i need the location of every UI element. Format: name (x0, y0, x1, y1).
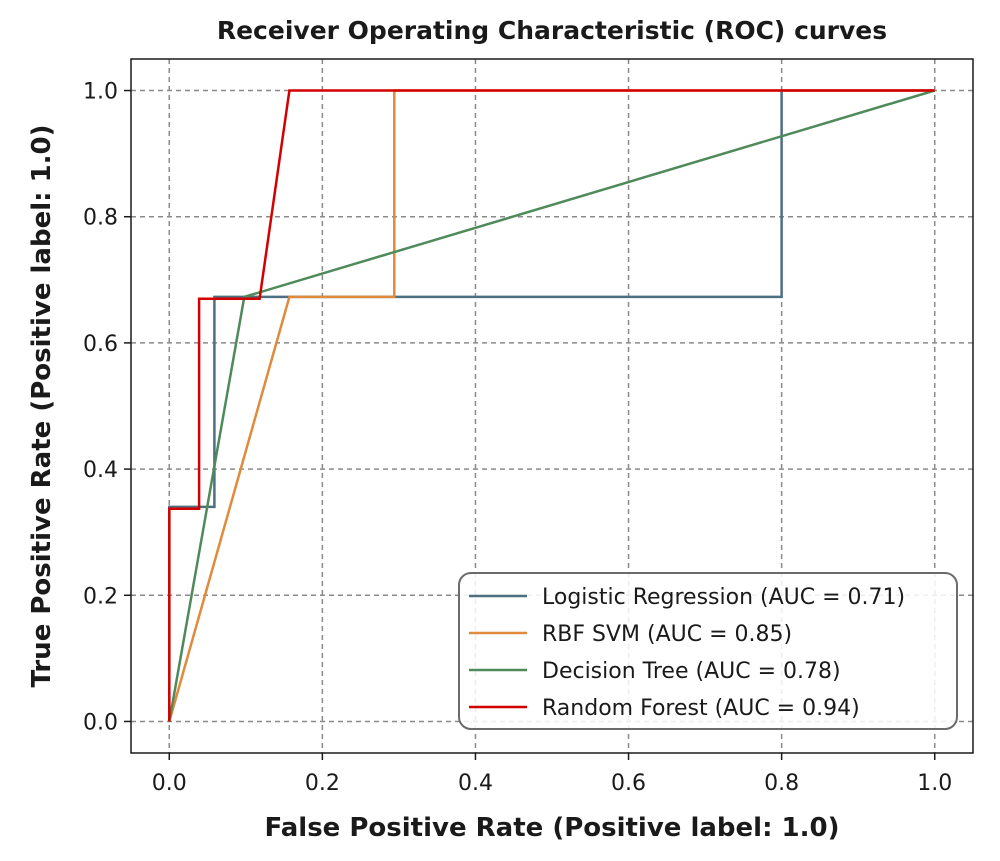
chart-title: Receiver Operating Characteristic (ROC) … (217, 16, 887, 45)
x-tick-label: 0.6 (611, 771, 646, 796)
x-tick-label: 0.0 (152, 771, 187, 796)
legend-label: Random Forest (AUC = 0.94) (542, 696, 860, 721)
x-axis-label: False Positive Rate (Positive label: 1.0… (265, 813, 840, 843)
x-tick-label: 1.0 (917, 771, 952, 796)
x-tick-label: 0.2 (305, 771, 340, 796)
y-tick-label: 1.0 (83, 80, 118, 105)
series-lines (168, 89, 936, 722)
y-tick-label: 0.6 (83, 332, 118, 357)
legend: Logistic Regression (AUC = 0.71) RBF SVM … (458, 572, 958, 730)
legend-label: RBF SVM (AUC = 0.85) (542, 622, 792, 647)
legend-label: Logistic Regression (AUC = 0.71) (542, 585, 905, 610)
legend-box (458, 572, 958, 730)
series-line-3 (168, 89, 935, 722)
x-axis-ticks: 0.0 0.2 0.4 0.6 0.8 1.0 (152, 753, 952, 796)
y-axis-ticks: 0.0 0.2 0.4 0.6 0.8 1.0 (83, 80, 131, 735)
y-tick-label: 0.8 (83, 206, 118, 231)
y-axis-label: True Positive Rate (Positive label: 1.0) (27, 124, 57, 687)
x-tick-label: 0.4 (458, 771, 493, 796)
y-tick-label: 0.2 (83, 584, 118, 609)
y-tick-label: 0.0 (83, 710, 118, 735)
legend-label: Decision Tree (AUC = 0.78) (542, 659, 841, 684)
y-tick-label: 0.4 (83, 458, 118, 483)
series-line-2 (168, 89, 936, 722)
x-tick-label: 0.8 (764, 771, 799, 796)
plot-frame (130, 58, 974, 754)
